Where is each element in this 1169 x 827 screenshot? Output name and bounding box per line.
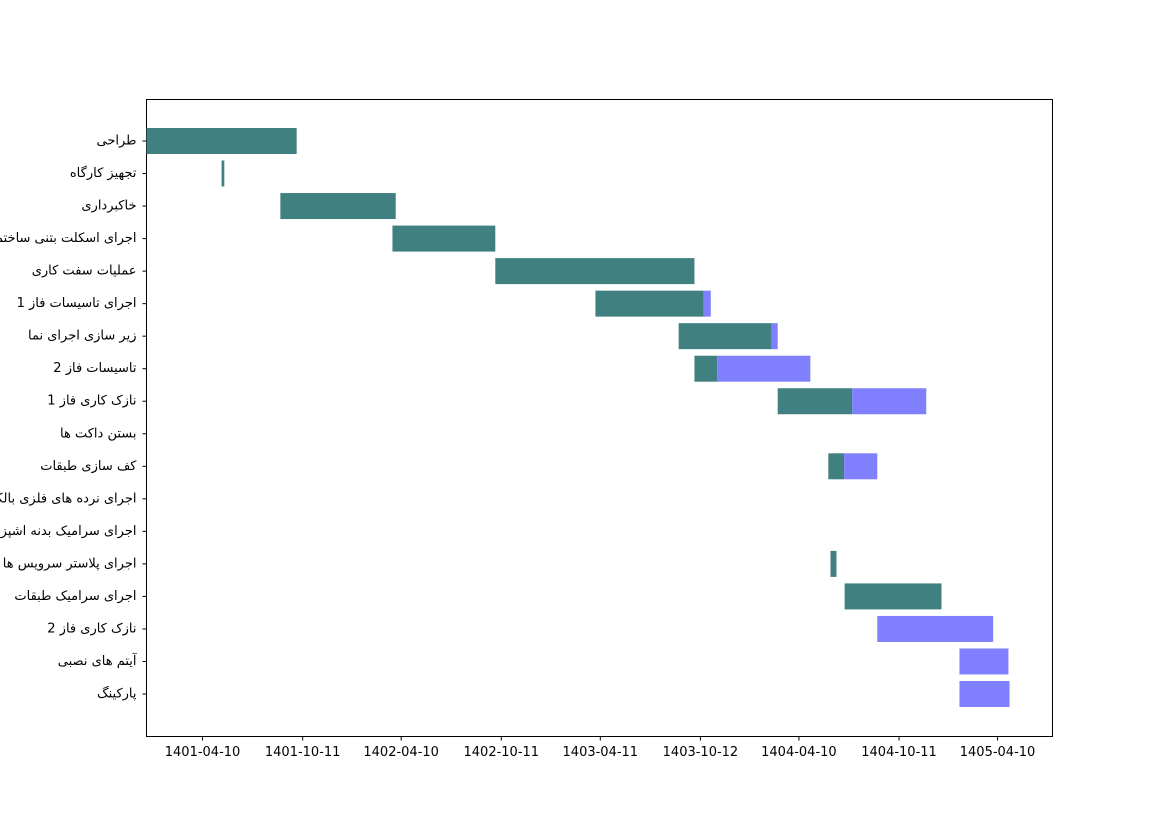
remaining-bar (703, 290, 711, 317)
y-tick-label: خاکبرداری (81, 199, 136, 214)
y-tick-label: تاسیسات فاز 2 (53, 361, 137, 376)
done-bar (678, 323, 772, 350)
done-bar (844, 583, 942, 610)
done-bar (595, 290, 704, 317)
y-tick-label: اجرای تاسیسات فاز 1 (17, 296, 137, 311)
remaining-bar (852, 388, 927, 415)
done-bar (694, 355, 718, 382)
done-bar (777, 388, 853, 415)
y-tick-label: عملیات سفت کاری (32, 264, 137, 279)
done-bar (828, 453, 845, 480)
done-bar (146, 128, 297, 154)
x-tick-label: 1404-04-10 (761, 745, 837, 760)
y-tick-label: پارکینگ (97, 686, 137, 702)
done-bar (830, 550, 837, 577)
done-bar (495, 258, 695, 285)
x-tick-label: 1402-10-11 (464, 745, 540, 760)
y-tick-label: زیر سازی اجرای نما (28, 329, 136, 344)
x-tick-label: 1401-10-11 (265, 745, 341, 760)
x-tick-label: 1402-04-10 (363, 745, 439, 760)
x-tick-label: 1403-04-11 (563, 745, 639, 760)
remaining-bar (959, 648, 1009, 675)
y-tick-label: نازک کاری فاز 2 (47, 621, 136, 636)
y-tick-label: بستن داکت ها (60, 426, 136, 441)
y-tick-label: نازک کاری فاز 1 (47, 394, 136, 409)
done-bar (392, 225, 496, 252)
y-tick-label: طراحی (96, 134, 136, 149)
x-tick-label: 1404-10-11 (861, 745, 937, 760)
done-bar (280, 193, 396, 220)
y-tick-label: اجرای پلاستر سرویس ها (3, 556, 137, 571)
y-tick-label: اجرای نرده های فلزی بالکن (0, 491, 137, 506)
remaining-bar (717, 355, 811, 382)
remaining-bar (877, 615, 994, 642)
y-tick-label: تجهیز کارگاه (70, 165, 137, 181)
remaining-bar (844, 453, 878, 480)
done-bar (221, 160, 225, 187)
remaining-bar (771, 323, 778, 350)
x-tick-label: 1401-04-10 (165, 745, 241, 760)
y-tick-label: آیتم های نصبی (58, 652, 138, 669)
y-tick-label: اجرای سرامیک بدنه اشپزخانه (0, 524, 137, 539)
y-tick-label: اجرای سرامیک طبقات (14, 589, 136, 604)
remaining-bar (959, 681, 1010, 707)
plot-frame (146, 99, 1053, 737)
x-tick-label: 1405-04-10 (960, 745, 1036, 760)
y-tick-label: اجرای اسکلت بتنی ساختمان (0, 231, 137, 246)
x-tick-label: 1403-10-12 (663, 745, 739, 760)
y-tick-label: کف سازی طبقات (40, 459, 137, 474)
